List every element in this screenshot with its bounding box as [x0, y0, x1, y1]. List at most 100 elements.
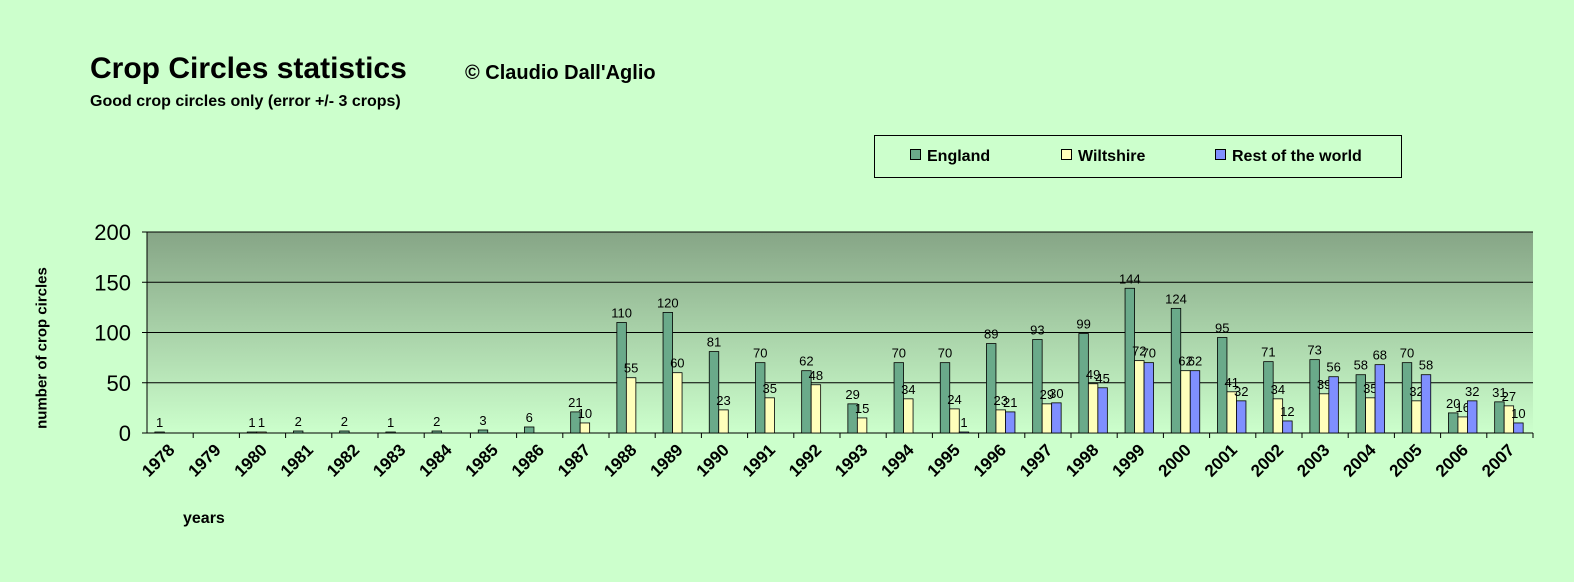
bar-england: [755, 362, 766, 434]
data-label: 41: [1224, 375, 1238, 390]
data-label: 48: [809, 368, 823, 383]
bar-england: [293, 430, 304, 434]
bar-wiltshire: [995, 409, 1006, 434]
data-label: 1: [387, 415, 394, 430]
bar-england: [616, 322, 627, 434]
bar-england: [1309, 359, 1320, 434]
x-tick-label: 1987: [554, 440, 594, 480]
bar-rest-of-the-world: [958, 431, 970, 434]
bar-england: [385, 431, 396, 434]
legend-swatch-wiltshire: [1061, 149, 1072, 160]
x-tick-label: 1986: [508, 440, 548, 480]
x-tick-label: 1980: [231, 440, 271, 480]
data-label: 10: [578, 406, 592, 421]
data-label: 56: [1326, 360, 1340, 375]
data-label: 21: [568, 395, 582, 410]
x-tick-label: 1979: [184, 440, 224, 480]
y-tick-label: 100: [94, 321, 131, 346]
data-label: 1: [156, 415, 163, 430]
bar-england: [1217, 337, 1228, 434]
bar-wiltshire: [1318, 393, 1330, 434]
bar-england: [431, 430, 442, 434]
data-label: 21: [1003, 395, 1017, 410]
x-tick-label: 2000: [1155, 440, 1195, 480]
data-label: 70: [892, 346, 906, 361]
y-tick-label: 0: [119, 421, 131, 446]
data-label: 23: [993, 393, 1007, 408]
data-label: 1: [248, 415, 255, 430]
data-label: 58: [1354, 358, 1368, 373]
bar-england: [986, 343, 997, 434]
data-label: 95: [1215, 321, 1229, 336]
x-tick-label: 1996: [970, 440, 1010, 480]
data-label: 34: [1271, 382, 1285, 397]
chart-subtitle: Good crop circles only (error +/- 3 crop…: [90, 93, 401, 110]
data-label: 30: [1049, 386, 1063, 401]
data-label: 73: [1307, 343, 1321, 358]
x-tick-label: 2005: [1386, 440, 1426, 480]
data-label: 12: [1280, 404, 1294, 419]
x-tick-label: 2001: [1201, 440, 1241, 480]
data-label: 99: [1076, 317, 1090, 332]
data-label: 120: [657, 295, 679, 310]
data-label: 60: [670, 356, 684, 371]
data-label: 71: [1261, 345, 1275, 360]
data-label: 70: [1400, 346, 1414, 361]
legend-item-wiltshire: Wiltshire: [1061, 148, 1145, 166]
data-label: 23: [716, 393, 730, 408]
bar-england: [1263, 361, 1274, 434]
bar-rest-of-the-world: [1328, 376, 1339, 434]
bar-wiltshire: [1041, 403, 1053, 434]
data-label: 55: [624, 361, 638, 376]
data-label: 10: [1511, 406, 1525, 421]
legend-label-rest-of-world: Rest of the world: [1232, 148, 1362, 165]
bar-wiltshire: [903, 398, 914, 434]
data-label: 39: [1317, 377, 1331, 392]
x-tick-label: 1983: [369, 440, 409, 480]
data-label: 1: [960, 415, 967, 430]
bar-england: [339, 430, 350, 434]
bar-wiltshire: [1134, 360, 1145, 434]
data-label: 15: [855, 401, 869, 416]
data-label: 110: [611, 305, 632, 320]
bar-england: [708, 351, 720, 434]
data-label: 24: [947, 392, 961, 407]
y-tick-label: 200: [94, 220, 131, 245]
data-label: 31: [1492, 385, 1506, 400]
x-tick-label: 1998: [1062, 440, 1102, 480]
bar-wiltshire: [625, 377, 637, 434]
data-label: 62: [1188, 354, 1202, 369]
bar-england: [893, 362, 904, 434]
data-label: 124: [1165, 291, 1187, 306]
data-label: 35: [1363, 381, 1377, 396]
legend-item-rest-of-world: Rest of the world: [1215, 148, 1362, 166]
bar-england: [1032, 339, 1043, 434]
bar-wiltshire: [672, 372, 683, 434]
data-label: 1: [258, 415, 265, 430]
bar-wiltshire: [1180, 370, 1191, 434]
x-tick-label: 1978: [138, 440, 178, 480]
data-label: 27: [1502, 389, 1516, 404]
data-label: 29: [845, 387, 859, 402]
x-tick-label: 1985: [462, 440, 502, 480]
bar-england: [477, 429, 489, 434]
data-label: 45: [1095, 371, 1109, 386]
bar-wiltshire: [1272, 398, 1284, 434]
x-tick-label: 1994: [877, 440, 918, 481]
bar-wiltshire: [856, 417, 868, 434]
data-label: 2: [295, 414, 302, 429]
x-axis-label: years: [183, 510, 225, 527]
bar-wiltshire: [1087, 383, 1099, 434]
legend-label-wiltshire: Wiltshire: [1078, 148, 1146, 165]
legend: England Wiltshire Rest of the world: [874, 135, 1402, 178]
bar-rest-of-the-world: [1374, 364, 1385, 434]
bar-england: [1448, 412, 1459, 434]
legend-item-england: England: [910, 148, 990, 166]
x-tick-label: 1992: [785, 440, 825, 480]
x-tick-label: 1997: [1016, 440, 1056, 480]
data-label: 81: [707, 335, 721, 350]
bar-wiltshire: [949, 408, 960, 434]
bar-england: [1170, 307, 1182, 434]
bar-wiltshire: [718, 409, 729, 434]
